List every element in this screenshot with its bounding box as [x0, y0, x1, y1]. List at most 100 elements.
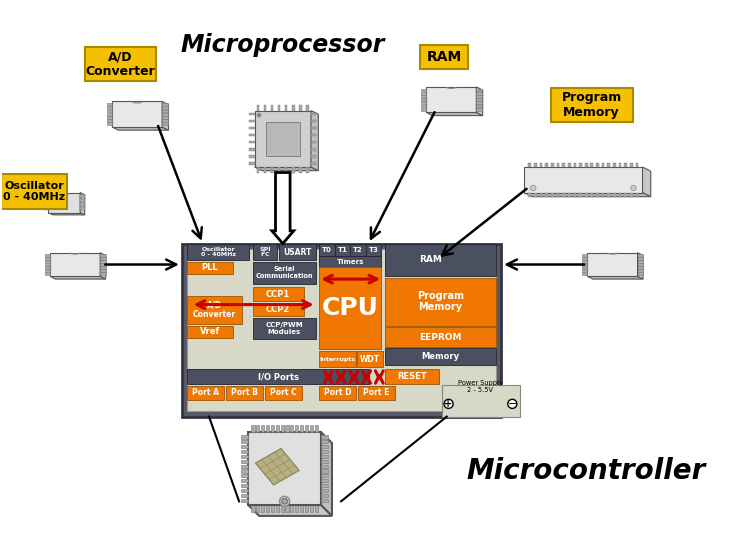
- Bar: [306, 167, 308, 172]
- Polygon shape: [162, 123, 168, 125]
- Text: Program
Memory: Program Memory: [562, 91, 622, 119]
- Bar: [241, 455, 248, 458]
- Polygon shape: [421, 101, 426, 104]
- Bar: [292, 105, 294, 110]
- Polygon shape: [426, 113, 483, 115]
- Bar: [261, 505, 264, 512]
- Bar: [568, 162, 570, 167]
- Bar: [255, 110, 311, 167]
- Bar: [534, 162, 537, 167]
- Text: Memory: Memory: [421, 352, 459, 361]
- Text: EEPROM: EEPROM: [419, 333, 461, 342]
- Text: PLL: PLL: [202, 263, 219, 272]
- Bar: [249, 155, 255, 157]
- Bar: [573, 162, 576, 167]
- Bar: [241, 479, 248, 482]
- Bar: [285, 167, 288, 172]
- Text: Microprocessor: Microprocessor: [180, 33, 385, 57]
- Bar: [556, 162, 559, 167]
- Polygon shape: [107, 116, 112, 119]
- Polygon shape: [582, 272, 587, 275]
- Polygon shape: [162, 116, 168, 119]
- Bar: [385, 245, 496, 276]
- Polygon shape: [311, 110, 318, 171]
- Bar: [264, 167, 266, 172]
- Polygon shape: [45, 254, 50, 257]
- Polygon shape: [321, 432, 332, 516]
- Bar: [321, 498, 328, 502]
- Polygon shape: [637, 263, 643, 266]
- Bar: [271, 167, 273, 172]
- Bar: [314, 505, 318, 512]
- Bar: [319, 267, 381, 349]
- Bar: [311, 127, 316, 129]
- Text: USART: USART: [283, 248, 311, 256]
- Polygon shape: [476, 108, 482, 110]
- Bar: [256, 425, 260, 432]
- FancyBboxPatch shape: [551, 88, 632, 123]
- Polygon shape: [643, 167, 651, 197]
- Bar: [607, 162, 610, 167]
- Bar: [279, 245, 316, 260]
- Polygon shape: [50, 276, 106, 279]
- Bar: [249, 148, 255, 151]
- Bar: [278, 167, 280, 172]
- Bar: [321, 484, 328, 487]
- Text: Oscillator
0 - 40MHz: Oscillator 0 - 40MHz: [3, 181, 66, 203]
- Bar: [266, 505, 269, 512]
- Polygon shape: [637, 266, 643, 269]
- Circle shape: [631, 185, 636, 191]
- Bar: [385, 278, 496, 325]
- Polygon shape: [476, 99, 482, 101]
- Bar: [261, 425, 264, 432]
- Bar: [311, 162, 316, 165]
- Text: Port A: Port A: [192, 389, 219, 398]
- Polygon shape: [45, 257, 50, 260]
- Bar: [321, 450, 328, 453]
- Bar: [241, 484, 248, 487]
- Text: CPU: CPU: [322, 296, 378, 320]
- Bar: [319, 245, 335, 256]
- Polygon shape: [637, 269, 643, 272]
- Bar: [252, 303, 304, 316]
- Bar: [252, 318, 316, 339]
- Bar: [241, 460, 248, 463]
- Bar: [545, 162, 548, 167]
- Polygon shape: [421, 88, 426, 91]
- Bar: [249, 134, 255, 137]
- FancyBboxPatch shape: [524, 167, 643, 193]
- Bar: [49, 193, 80, 213]
- Text: T3: T3: [369, 248, 378, 253]
- Text: SPI
I²C: SPI I²C: [259, 247, 271, 258]
- Bar: [266, 122, 300, 156]
- Polygon shape: [272, 172, 294, 244]
- Bar: [385, 348, 496, 365]
- Bar: [556, 193, 559, 197]
- Polygon shape: [162, 119, 168, 122]
- Bar: [266, 425, 269, 432]
- Bar: [321, 445, 328, 448]
- Text: I/O Ports: I/O Ports: [258, 372, 299, 381]
- Text: Port C: Port C: [270, 389, 297, 398]
- Circle shape: [280, 496, 290, 506]
- Bar: [241, 450, 248, 453]
- Bar: [266, 386, 302, 400]
- Polygon shape: [255, 449, 300, 485]
- Polygon shape: [582, 260, 587, 263]
- FancyBboxPatch shape: [1, 174, 67, 209]
- Bar: [366, 245, 381, 256]
- Circle shape: [531, 185, 536, 191]
- Bar: [241, 474, 248, 478]
- Polygon shape: [45, 260, 50, 263]
- Text: Microcontroller: Microcontroller: [467, 458, 706, 486]
- Bar: [241, 469, 248, 473]
- Text: RAM: RAM: [419, 255, 442, 264]
- Bar: [624, 162, 627, 167]
- Bar: [319, 351, 355, 367]
- Bar: [80, 207, 85, 210]
- Bar: [292, 167, 294, 172]
- Bar: [249, 127, 255, 129]
- Circle shape: [257, 113, 261, 118]
- Bar: [300, 505, 303, 512]
- Bar: [280, 425, 284, 432]
